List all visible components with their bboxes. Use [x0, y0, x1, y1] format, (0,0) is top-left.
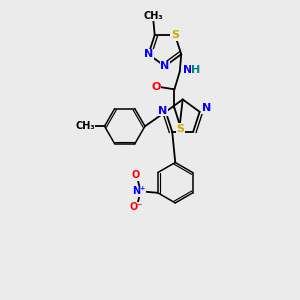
- Text: N: N: [184, 65, 193, 75]
- Text: N: N: [144, 49, 153, 59]
- Text: N: N: [160, 61, 170, 71]
- Text: O⁻: O⁻: [129, 202, 143, 212]
- Text: O: O: [132, 170, 140, 180]
- Text: O: O: [151, 82, 161, 92]
- Text: N: N: [158, 106, 167, 116]
- Text: N⁺: N⁺: [132, 186, 146, 196]
- Text: S: S: [176, 124, 184, 134]
- Text: H: H: [191, 65, 201, 75]
- Text: S: S: [171, 30, 179, 40]
- Text: N: N: [202, 103, 211, 113]
- Text: CH₃: CH₃: [143, 11, 163, 21]
- Text: CH₃: CH₃: [75, 121, 95, 131]
